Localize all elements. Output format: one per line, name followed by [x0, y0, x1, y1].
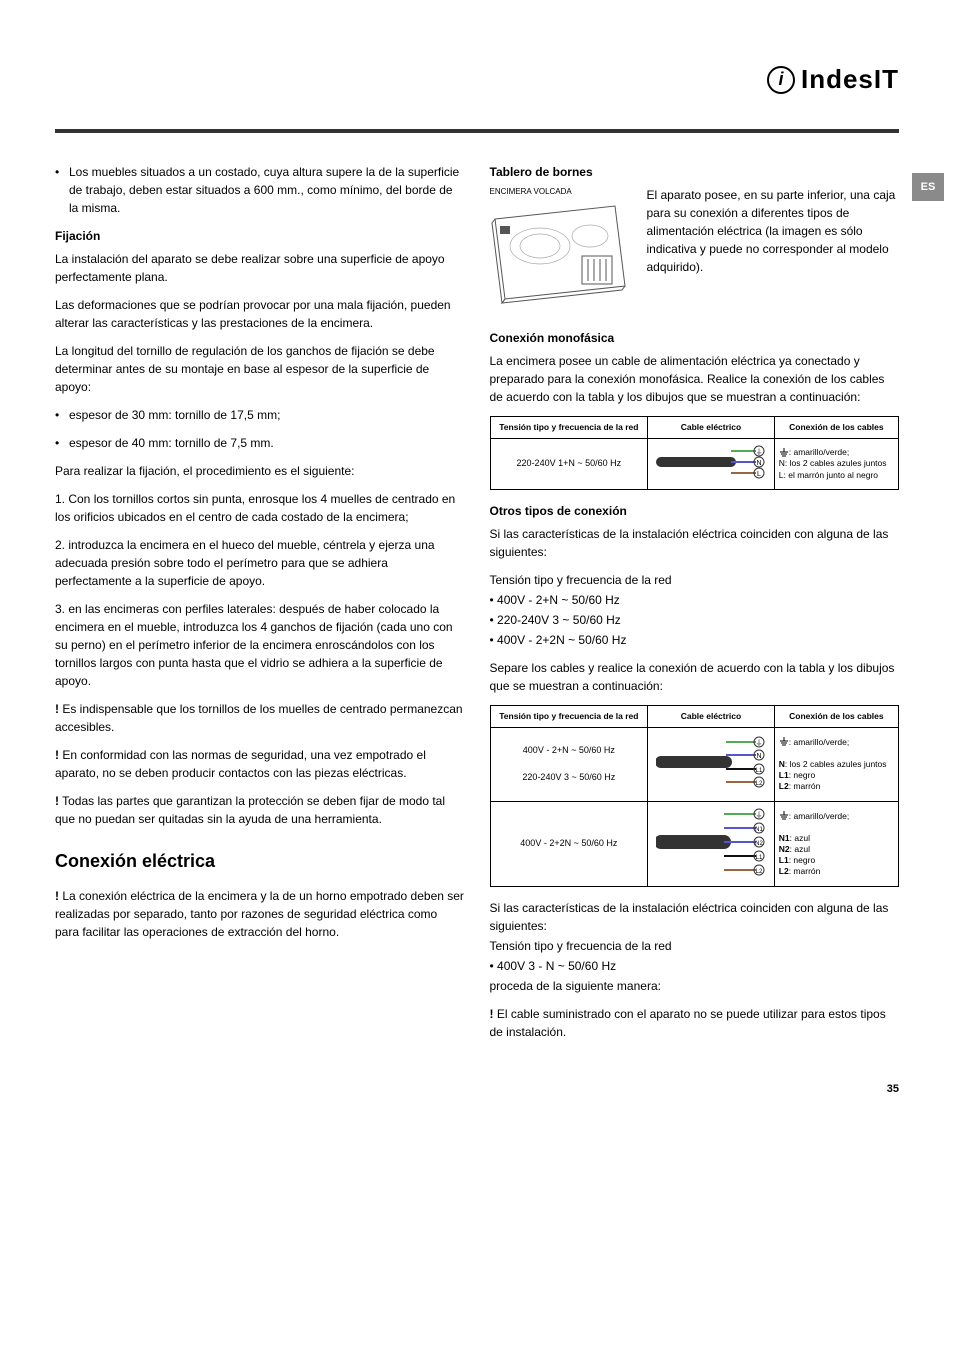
- logo-icon: i: [767, 66, 795, 94]
- warning: ! Todas las partes que garantizan la pro…: [55, 792, 465, 828]
- bullet-dot: •: [55, 434, 69, 452]
- ground-icon: [779, 448, 789, 458]
- bullet-dot: •: [55, 406, 69, 424]
- bullet-item: • espesor de 30 mm: tornillo de 17,5 mm;: [55, 406, 465, 424]
- bullet-line: • 220-240V 3 ~ 50/60 Hz: [490, 611, 900, 629]
- section-title-monofasica: Conexión monofásica: [490, 329, 900, 347]
- paragraph: Separe los cables y realice la conexión …: [490, 659, 900, 695]
- logo-row: i IndesIT: [55, 60, 899, 99]
- paragraph: La longitud del tornillo de regulación d…: [55, 342, 465, 396]
- table-header: Tensión tipo y frecuencia de la red: [490, 417, 648, 439]
- terminal-block: ENCIMERA VOLCADA El aparato posee, en: [490, 186, 900, 311]
- bullet-line: • 400V - 2+N ~ 50/60 Hz: [490, 591, 900, 609]
- numbered-step: 1. Con los tornillos cortos sin punta, e…: [55, 490, 465, 526]
- content-columns: • Los muebles situados a un costado, cuy…: [55, 163, 899, 1051]
- svg-text:⏚: ⏚: [755, 811, 762, 819]
- paragraph: Para realizar la fijación, el procedimie…: [55, 462, 465, 480]
- bullet-dot: •: [55, 163, 69, 217]
- table-cell-voltage: 400V - 2+2N ~ 50/60 Hz: [490, 801, 648, 887]
- table-header: Cable eléctrico: [648, 706, 775, 728]
- table-header: Tensión tipo y frecuencia de la red: [490, 706, 648, 728]
- table-cell-voltage: 220-240V 1+N ~ 50/60 Hz: [490, 438, 648, 490]
- section-title-otros: Otros tipos de conexión: [490, 502, 900, 520]
- hob-diagram-icon: [490, 201, 630, 306]
- paragraph: Si las características de la instalación…: [490, 525, 900, 561]
- bullet-line: • 400V 3 - N ~ 50/60 Hz: [490, 957, 900, 975]
- paragraph: El aparato posee, en su parte inferior, …: [647, 186, 900, 301]
- cable-icon: ⏚ N L1 L2: [656, 732, 766, 792]
- section-title-fijacion: Fijación: [55, 227, 465, 245]
- bullet-text: espesor de 30 mm: tornillo de 17,5 mm;: [69, 406, 280, 424]
- table-header: Conexión de los cables: [774, 417, 898, 439]
- ground-icon: [779, 811, 789, 821]
- table-cell-connections: : amarillo/verde; N1: azul N2: azul L1: …: [774, 801, 898, 887]
- warning: ! La conexión eléctrica de la encimera y…: [55, 887, 465, 941]
- svg-text:⏚: ⏚: [755, 739, 762, 747]
- paragraph: Si las características de la instalación…: [490, 899, 900, 935]
- diagram-encimera: ENCIMERA VOLCADA: [490, 186, 635, 311]
- table-cell-connections: : amarillo/verde; N: los 2 cables azules…: [774, 728, 898, 802]
- svg-text:L: L: [757, 471, 761, 478]
- logo-text: IndesIT: [801, 60, 899, 99]
- table-cell-connections: : amarillo/verde; N: los 2 cables azules…: [774, 438, 898, 490]
- svg-text:⏚: ⏚: [755, 448, 762, 456]
- svg-text:L2: L2: [756, 869, 763, 875]
- bullet-text: espesor de 40 mm: tornillo de 7,5 mm.: [69, 434, 274, 452]
- cable-icon: ⏚ N L: [656, 443, 766, 481]
- table-cell-voltage: 400V - 2+N ~ 50/60 Hz 220-240V 3 ~ 50/60…: [490, 728, 648, 802]
- heading-conexion: Conexión eléctrica: [55, 848, 465, 875]
- svg-text:L2: L2: [756, 781, 763, 787]
- svg-text:N1: N1: [755, 827, 763, 833]
- wiring-table-1: Tensión tipo y frecuencia de la red Cabl…: [490, 416, 900, 490]
- svg-text:L1: L1: [756, 855, 763, 861]
- cable-icon: ⏚ N1 N2 L1 L2: [656, 806, 766, 878]
- diagram-label: ENCIMERA VOLCADA: [490, 186, 635, 198]
- bullet-line: • 400V - 2+2N ~ 50/60 Hz: [490, 631, 900, 649]
- paragraph: La instalación del aparato se debe reali…: [55, 250, 465, 286]
- table-header: Conexión de los cables: [774, 706, 898, 728]
- numbered-step: 3. en las encimeras con perfiles lateral…: [55, 600, 465, 690]
- bullet-item: • espesor de 40 mm: tornillo de 7,5 mm.: [55, 434, 465, 452]
- right-column: ES Tablero de bornes ENCIMERA VOLCADA: [490, 163, 900, 1051]
- wiring-table-2: Tensión tipo y frecuencia de la red Cabl…: [490, 705, 900, 887]
- svg-text:N: N: [756, 753, 761, 760]
- warning: ! Es indispensable que los tornillos de …: [55, 700, 465, 736]
- svg-text:N2: N2: [755, 841, 763, 847]
- warning: ! El cable suministrado con el aparato n…: [490, 1005, 900, 1041]
- bullet-text: Los muebles situados a un costado, cuya …: [69, 163, 465, 217]
- bullet-item: • Los muebles situados a un costado, cuy…: [55, 163, 465, 217]
- svg-text:L1: L1: [756, 768, 763, 774]
- paragraph: Tensión tipo y frecuencia de la red: [490, 571, 900, 589]
- paragraph: La encimera posee un cable de alimentaci…: [490, 352, 900, 406]
- header-divider: [55, 129, 899, 133]
- paragraph: Las deformaciones que se podrían provoca…: [55, 296, 465, 332]
- svg-text:N: N: [756, 460, 761, 467]
- table-cell-cable: ⏚ N L: [648, 438, 775, 490]
- logo: i IndesIT: [767, 60, 899, 99]
- table-header: Cable eléctrico: [648, 417, 775, 439]
- language-tab: ES: [912, 173, 944, 201]
- ground-icon: [779, 737, 789, 747]
- paragraph: proceda de la siguiente manera:: [490, 977, 900, 995]
- numbered-step: 2. introduzca la encimera en el hueco de…: [55, 536, 465, 590]
- section-title-tablero: Tablero de bornes: [490, 163, 900, 181]
- table-cell-cable: ⏚ N1 N2 L1 L2: [648, 801, 775, 887]
- table-cell-cable: ⏚ N L1 L2: [648, 728, 775, 802]
- paragraph: Tensión tipo y frecuencia de la red: [490, 937, 900, 955]
- left-column: • Los muebles situados a un costado, cuy…: [55, 163, 465, 1051]
- warning: ! En conformidad con las normas de segur…: [55, 746, 465, 782]
- page-number: 35: [55, 1081, 899, 1098]
